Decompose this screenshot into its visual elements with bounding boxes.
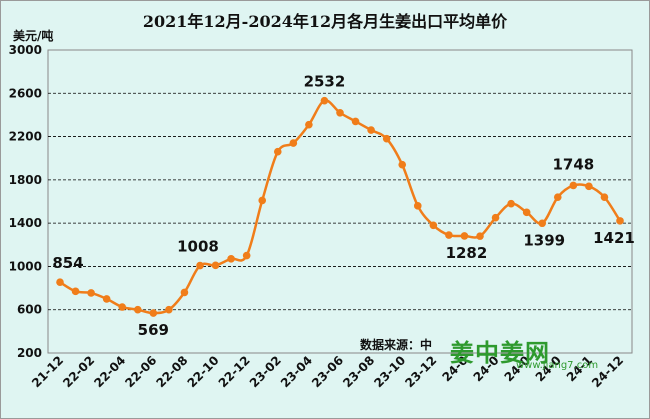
x-tick-label: 23-04 (278, 353, 315, 390)
price-series-line (59, 99, 622, 315)
data-point (336, 108, 344, 117)
data-point (165, 305, 173, 314)
x-tick-label: 23-10 (371, 353, 408, 390)
data-point (258, 196, 267, 205)
data-label: 1399 (523, 231, 565, 249)
y-tick-label: 1800 (9, 173, 42, 187)
data-point (320, 96, 329, 105)
y-tick-label: 200 (17, 346, 42, 360)
y-tick-label: 1400 (9, 216, 42, 230)
x-tick-label: 22-02 (60, 353, 97, 390)
x-tick-label: 23-08 (340, 353, 377, 390)
data-point (538, 219, 547, 228)
data-label: 569 (138, 321, 169, 339)
data-point (445, 231, 453, 239)
y-axis-unit: 美元/吨 (13, 29, 54, 43)
data-point (522, 208, 531, 217)
data-point (289, 139, 298, 147)
data-point (242, 251, 251, 260)
x-tick-label: 22-06 (122, 353, 159, 390)
data-point (382, 134, 391, 143)
data-point (616, 217, 624, 225)
data-point (569, 181, 578, 190)
x-tick-label: 23-06 (309, 353, 346, 390)
data-source-note: 数据来源：中 (360, 338, 433, 352)
data-point (71, 287, 80, 296)
data-point (211, 261, 220, 270)
data-point (413, 202, 422, 210)
data-point (585, 182, 593, 191)
data-point (398, 160, 407, 169)
y-tick-label: 2200 (9, 130, 42, 144)
x-tick-label: 23-02 (247, 353, 284, 390)
data-point (56, 278, 64, 287)
data-point (305, 120, 313, 129)
watermark-logo: 姜中姜网 (450, 339, 550, 367)
x-tick-label: 23-12 (402, 353, 439, 390)
data-label: 1421 (593, 229, 635, 247)
data-label: 2532 (304, 73, 346, 91)
data-point (180, 288, 189, 297)
y-tick-label: 2600 (9, 86, 42, 100)
data-label: 1008 (177, 238, 219, 256)
data-point (133, 305, 142, 314)
data-point (367, 126, 375, 134)
data-point (460, 232, 469, 240)
data-point (227, 255, 235, 263)
data-point (351, 117, 360, 126)
data-point (196, 261, 204, 270)
y-tick-label: 3000 (9, 43, 42, 57)
chart-title: 2021年12月-2024年12月各月生姜出口平均单价 (142, 12, 508, 31)
data-point (491, 213, 500, 222)
data-point (600, 193, 609, 201)
data-point (102, 295, 111, 303)
y-tick-label: 1000 (9, 259, 42, 273)
data-point (118, 303, 127, 311)
x-tick-label: 24-12 (589, 353, 626, 390)
data-point (476, 232, 484, 240)
x-tick-label: 22-08 (154, 353, 191, 390)
watermark-url: www.jiang7.com (516, 360, 599, 371)
x-tick-label: 22-04 (91, 353, 128, 390)
plot-area (47, 49, 633, 354)
x-tick-label: 22-12 (216, 353, 253, 390)
data-label: 1748 (552, 155, 594, 173)
y-tick-label: 600 (17, 303, 42, 317)
data-point (553, 193, 562, 201)
data-label: 854 (52, 254, 83, 272)
data-point (149, 309, 158, 317)
data-point (507, 199, 515, 208)
x-tick-label: 22-10 (185, 353, 222, 390)
data-label: 1282 (446, 244, 488, 262)
data-point (273, 147, 282, 156)
data-point (87, 289, 95, 297)
data-point (429, 221, 438, 230)
